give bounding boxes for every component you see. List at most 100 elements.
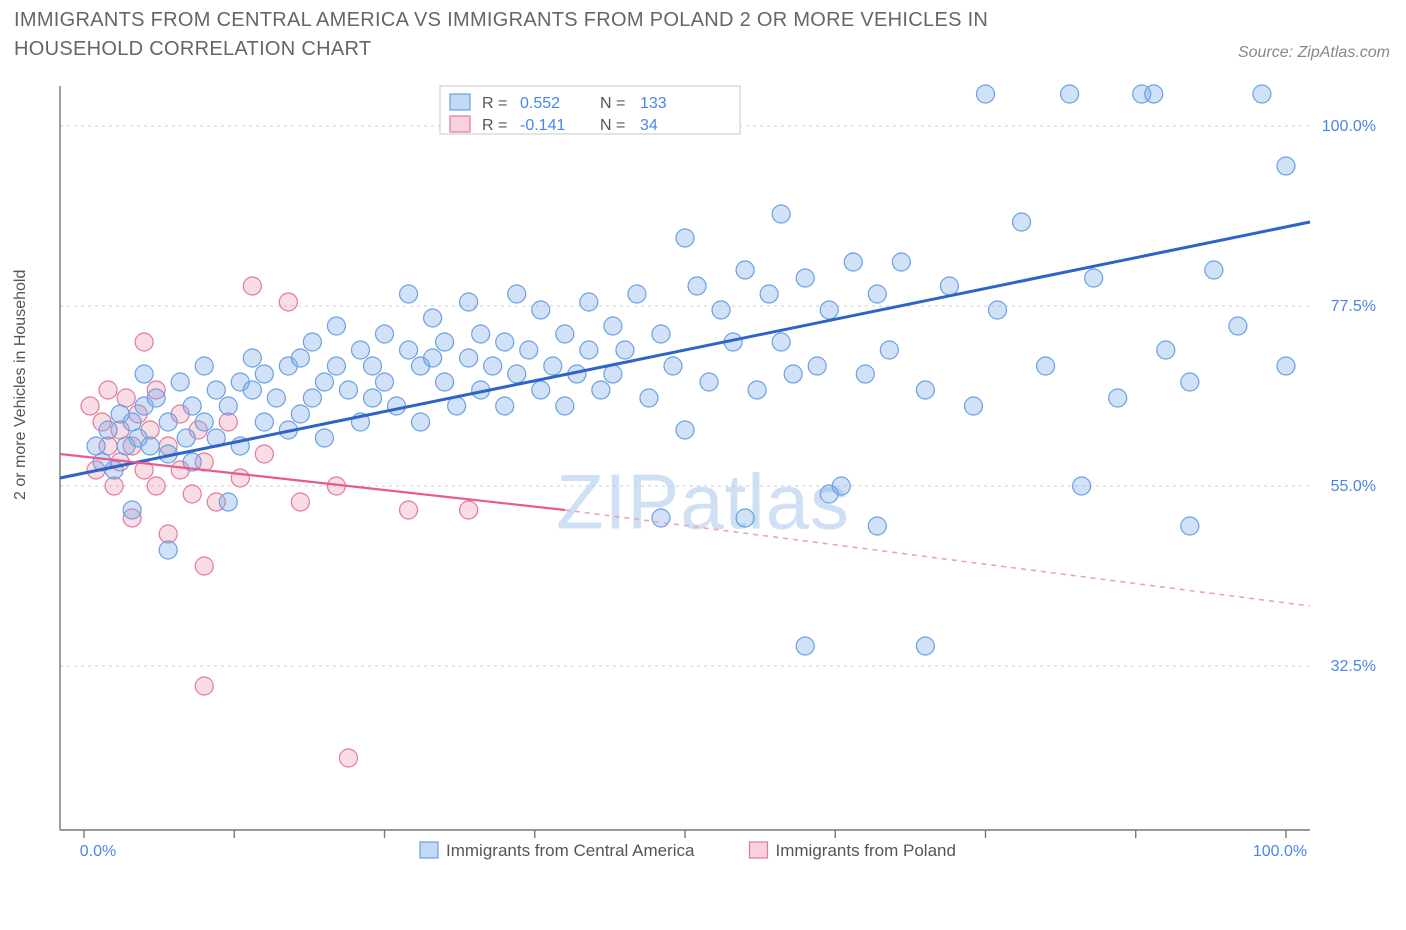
data-point — [460, 501, 478, 519]
y-axis-label: 2 or more Vehicles in Household — [12, 270, 30, 500]
data-point — [556, 325, 574, 343]
legend-swatch — [420, 842, 438, 858]
data-point — [460, 293, 478, 311]
data-point — [712, 301, 730, 319]
data-point — [736, 509, 754, 527]
data-point — [820, 485, 838, 503]
data-point — [964, 397, 982, 415]
data-point — [412, 413, 430, 431]
data-point — [892, 253, 910, 271]
legend-label: Immigrants from Poland — [776, 841, 956, 860]
data-point — [652, 509, 670, 527]
data-point — [105, 477, 123, 495]
data-point — [1145, 85, 1163, 103]
data-point — [760, 285, 778, 303]
data-point — [508, 365, 526, 383]
data-point — [123, 413, 141, 431]
data-point — [243, 349, 261, 367]
data-point — [748, 381, 766, 399]
data-point — [796, 269, 814, 287]
data-point — [820, 301, 838, 319]
data-point — [195, 357, 213, 375]
data-point — [676, 229, 694, 247]
data-point — [784, 365, 802, 383]
data-point — [159, 525, 177, 543]
svg-text:N =: N = — [600, 95, 625, 112]
x-tick-label: 100.0% — [1253, 843, 1307, 860]
data-point — [291, 405, 309, 423]
data-point — [460, 349, 478, 367]
data-point — [364, 389, 382, 407]
svg-text:133: 133 — [640, 95, 667, 112]
data-point — [400, 501, 418, 519]
data-point — [1229, 317, 1247, 335]
data-point — [628, 285, 646, 303]
data-point — [147, 477, 165, 495]
data-point — [267, 389, 285, 407]
data-point — [231, 469, 249, 487]
data-point — [592, 381, 610, 399]
data-point — [616, 341, 634, 359]
data-point — [664, 357, 682, 375]
data-point — [123, 501, 141, 519]
svg-text:R =: R = — [482, 117, 507, 134]
data-point — [81, 397, 99, 415]
data-point — [1037, 357, 1055, 375]
data-point — [291, 493, 309, 511]
data-point — [291, 349, 309, 367]
data-point — [1181, 517, 1199, 535]
data-point — [195, 557, 213, 575]
data-point — [1073, 477, 1091, 495]
data-point — [1013, 213, 1031, 231]
data-point — [989, 301, 1007, 319]
data-point — [652, 325, 670, 343]
data-point — [255, 445, 273, 463]
data-point — [255, 365, 273, 383]
data-point — [772, 333, 790, 351]
data-point — [424, 309, 442, 327]
data-point — [400, 285, 418, 303]
data-point — [303, 333, 321, 351]
data-point — [688, 277, 706, 295]
x-tick-label: 0.0% — [80, 843, 116, 860]
data-point — [315, 373, 333, 391]
y-tick-label: 32.5% — [1331, 658, 1376, 675]
data-point — [255, 413, 273, 431]
data-point — [604, 365, 622, 383]
svg-text:N =: N = — [600, 117, 625, 134]
data-point — [808, 357, 826, 375]
data-point — [195, 413, 213, 431]
data-point — [327, 317, 345, 335]
data-point — [243, 381, 261, 399]
data-point — [424, 349, 442, 367]
data-point — [219, 493, 237, 511]
data-point — [99, 381, 117, 399]
data-point — [544, 357, 562, 375]
data-point — [147, 389, 165, 407]
y-tick-label: 77.5% — [1331, 298, 1376, 315]
data-point — [772, 205, 790, 223]
data-point — [376, 373, 394, 391]
data-point — [105, 461, 123, 479]
data-point — [99, 421, 117, 439]
legend-label: Immigrants from Central America — [446, 841, 695, 860]
data-point — [351, 341, 369, 359]
data-point — [219, 413, 237, 431]
data-point — [448, 397, 466, 415]
data-point — [207, 381, 225, 399]
legend-swatch — [750, 842, 768, 858]
data-point — [1181, 373, 1199, 391]
data-point — [556, 397, 574, 415]
data-point — [700, 373, 718, 391]
data-point — [135, 333, 153, 351]
data-point — [243, 277, 261, 295]
data-point — [736, 261, 754, 279]
correlation-chart: 32.5%55.0%77.5%100.0%0.0%100.0%R =0.552N… — [40, 80, 1390, 870]
source-label: Source: ZipAtlas.com — [1238, 44, 1390, 62]
data-point — [376, 325, 394, 343]
data-point — [400, 341, 418, 359]
data-point — [436, 373, 454, 391]
data-point — [183, 397, 201, 415]
data-point — [87, 437, 105, 455]
data-point — [159, 541, 177, 559]
